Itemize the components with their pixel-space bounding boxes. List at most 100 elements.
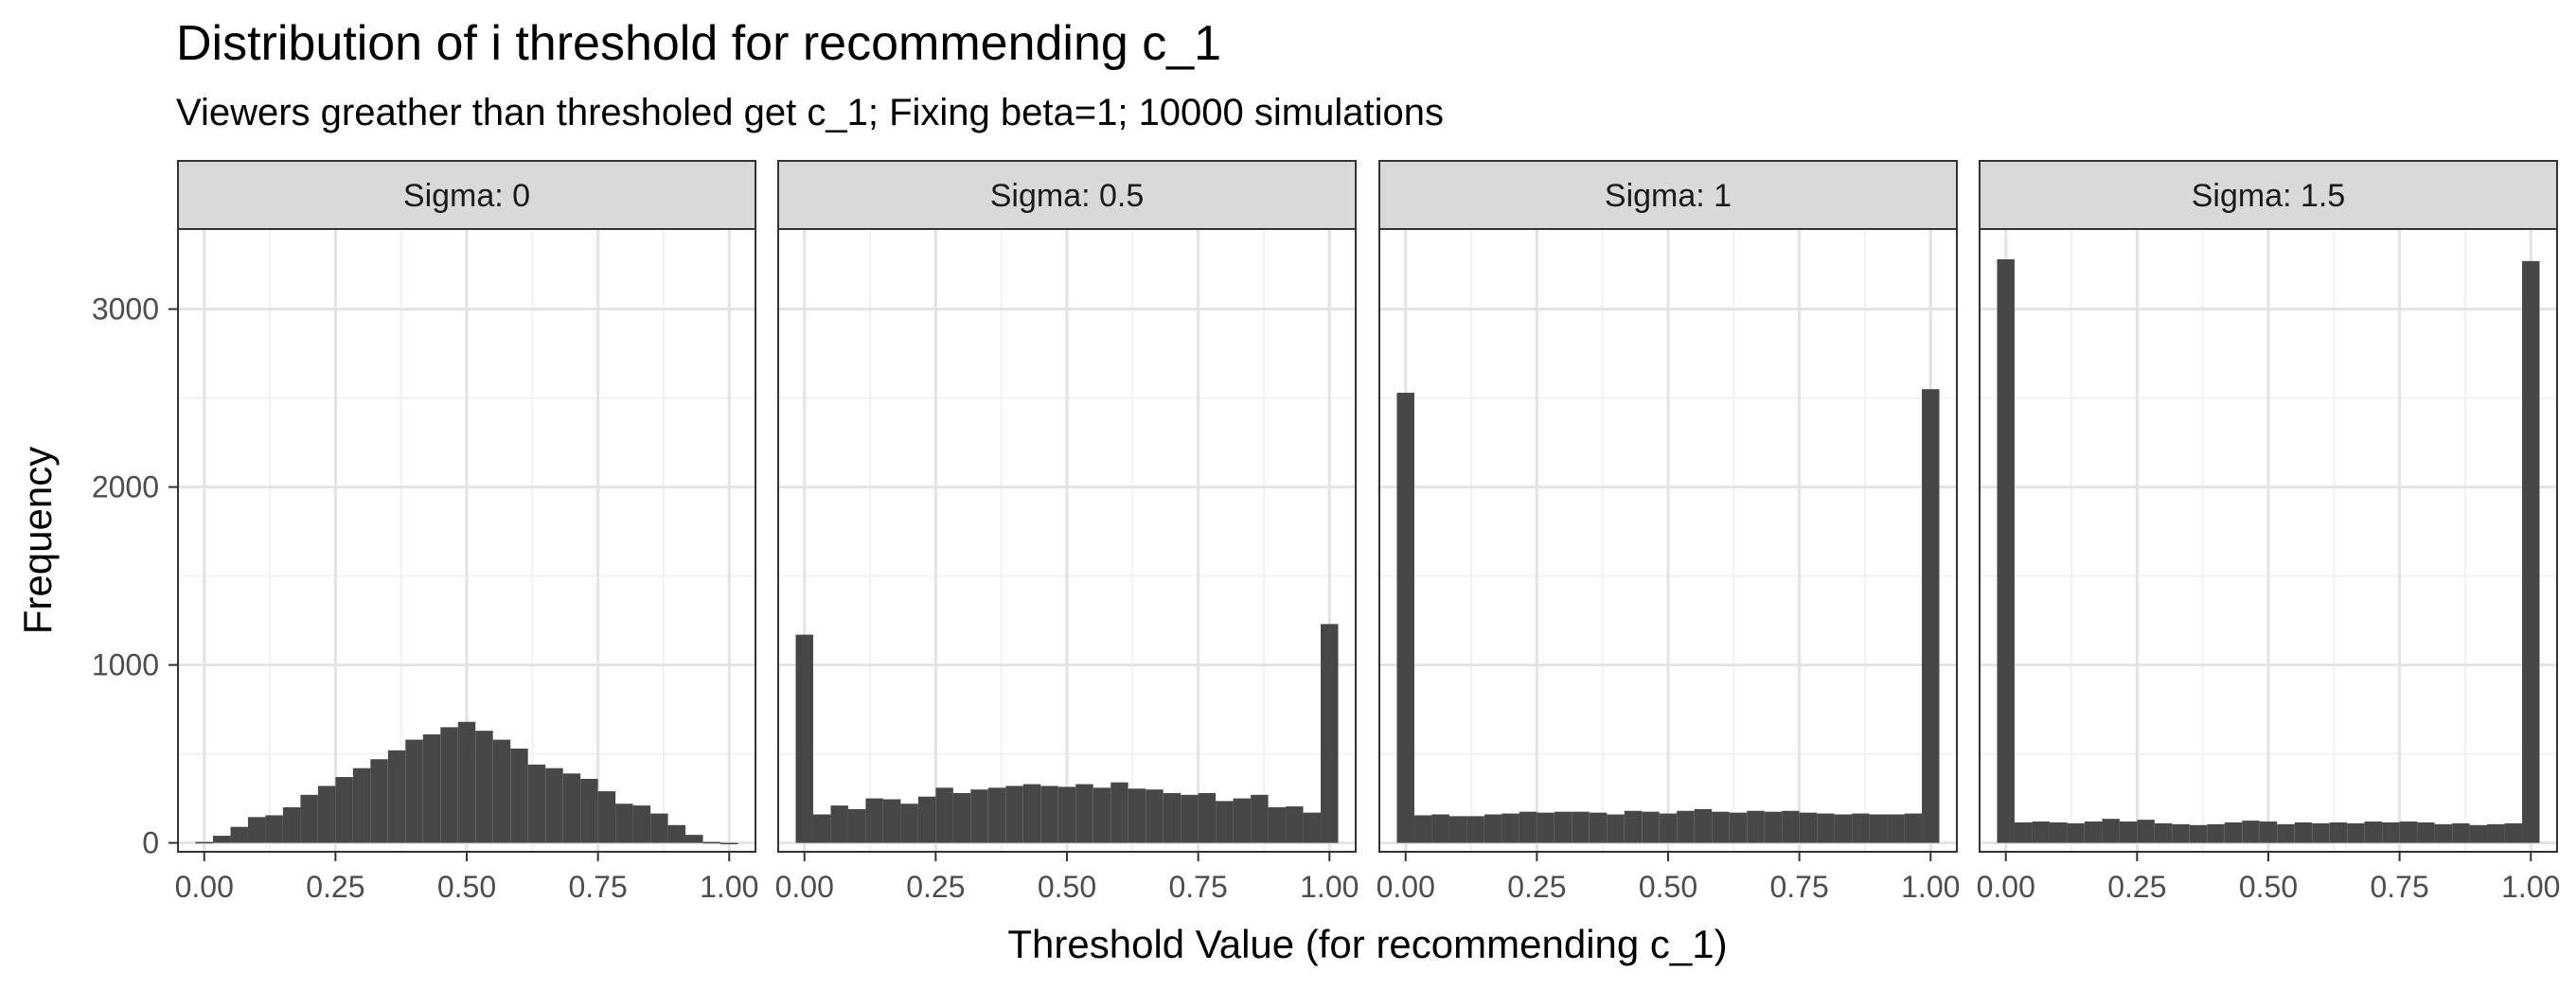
facet-strip	[177, 160, 756, 230]
y-tick-label: 0	[142, 826, 159, 860]
histogram-bar	[1198, 792, 1217, 843]
histogram-bar	[1852, 813, 1870, 843]
facet-panel: Sigma: 1.5 0.00 0.25 0.50 0.75 1.00	[1977, 160, 2560, 904]
histogram-bar	[2014, 821, 2033, 843]
facet-panels: Sigma: 0 0.00 0.25 0.50 0.75 1.00 Sigma: 0.5 0.…	[175, 160, 2560, 904]
histogram-bar	[2382, 821, 2400, 843]
chart-title: Distribution of i threshold for recommen…	[176, 16, 1221, 71]
histogram-bar	[2189, 824, 2208, 843]
histogram-bar	[317, 786, 336, 843]
histogram-bar	[1694, 808, 1713, 843]
histogram-bar	[2154, 822, 2173, 843]
histogram-bar	[1501, 813, 1519, 843]
histogram-bar	[812, 814, 831, 843]
histogram-bar	[2137, 820, 2155, 843]
histogram-bar	[247, 817, 266, 843]
histogram-bar	[2504, 822, 2523, 843]
histogram-bar	[900, 804, 918, 843]
histogram-bar	[597, 791, 616, 843]
x-tick-label: 0.50	[437, 870, 496, 904]
histogram-bar	[527, 764, 546, 843]
chart-subtitle: Viewers greather than thresholed get c_1…	[176, 92, 1444, 133]
histogram-bar	[1251, 794, 1269, 843]
histogram-bar	[1286, 806, 1304, 843]
histogram-bar	[475, 731, 493, 843]
x-tick-label: 0.75	[568, 870, 627, 904]
x-axis-title: Threshold Value (for recommending c_1)	[1007, 922, 1727, 966]
histogram-bar	[370, 759, 388, 843]
facet-strip-label: Sigma: 0.5	[990, 178, 1145, 214]
histogram-bar	[510, 748, 528, 843]
histogram-bar	[2049, 821, 2068, 843]
histogram-bar	[2102, 819, 2120, 843]
histogram-bar	[1922, 389, 1940, 843]
histogram-bar	[2434, 823, 2453, 843]
histogram-bar	[1448, 816, 1467, 843]
histogram-bar	[352, 768, 371, 843]
x-tick-label: 1.00	[700, 870, 758, 904]
histogram-bar	[1799, 812, 1818, 843]
histogram-bar	[2312, 822, 2330, 843]
histogram-bar	[2417, 821, 2435, 843]
histogram-bar	[1572, 811, 1590, 843]
histogram-bar	[1764, 811, 1783, 843]
histogram-bar	[1483, 814, 1502, 843]
histogram-bar	[1128, 788, 1146, 843]
histogram-bar	[230, 826, 248, 843]
histogram-bar	[1303, 812, 1322, 843]
histogram-bar	[970, 789, 988, 843]
y-tick-label: 1000	[92, 648, 159, 682]
histogram-bar	[2364, 821, 2383, 843]
x-tick-label: 0.25	[306, 870, 364, 904]
x-tick-label: 0.75	[2370, 870, 2428, 904]
x-tick-label: 0.50	[1639, 870, 1697, 904]
histogram-bar	[1413, 815, 1432, 843]
facet-strip-label: Sigma: 1	[1605, 178, 1732, 214]
histogram-bar	[2224, 821, 2243, 843]
x-tick-label: 0.00	[175, 870, 234, 904]
histogram-bar	[847, 808, 866, 843]
histogram-bar	[335, 777, 353, 843]
facet-strip	[777, 160, 1357, 230]
histogram-bar	[405, 739, 423, 843]
histogram-bar	[580, 778, 598, 843]
histogram-bar	[1887, 814, 1905, 843]
x-tick-label: 0.00	[1377, 870, 1435, 904]
histogram-bar	[2067, 822, 2085, 843]
histogram-bar	[1712, 811, 1730, 843]
histogram-bar	[1005, 786, 1023, 843]
histogram-bar	[195, 841, 213, 844]
histogram-bar	[1396, 392, 1414, 843]
facet-strip-label: Sigma: 1.5	[2192, 178, 2346, 214]
histogram-bar	[632, 805, 651, 843]
x-tick-label: 0.50	[2239, 870, 2298, 904]
histogram-bar	[387, 750, 406, 843]
histogram-bar	[1589, 812, 1608, 843]
histogram-bar	[1146, 789, 1164, 843]
x-tick-label: 0.25	[906, 870, 965, 904]
histogram-bar	[300, 794, 318, 843]
x-tick-label: 0.00	[775, 870, 834, 904]
histogram-bar	[1869, 814, 1888, 843]
histogram-bar	[1624, 810, 1643, 843]
histogram-bar	[492, 739, 511, 843]
histogram-bar	[212, 836, 231, 843]
histogram-bar	[1607, 814, 1625, 843]
histogram-bar	[545, 768, 563, 843]
histogram-bar	[1554, 811, 1572, 843]
histogram-bar	[650, 813, 668, 843]
histogram-bar	[795, 634, 813, 843]
histogram-bar	[1022, 784, 1041, 843]
histogram-bar	[2032, 821, 2050, 843]
histogram-bar	[2399, 821, 2418, 843]
histogram-bar	[2469, 824, 2488, 843]
histogram-bar	[2259, 821, 2278, 843]
histogram-bar	[265, 815, 283, 843]
histogram-bar	[1519, 811, 1537, 843]
x-tick-label: 0.75	[1769, 870, 1828, 904]
histogram-bar	[1466, 816, 1484, 843]
histogram-bar	[882, 799, 901, 843]
histogram-bar	[422, 733, 441, 843]
y-axis: 0 1000 2000 3000	[92, 292, 178, 860]
histogram-bar	[987, 787, 1006, 843]
